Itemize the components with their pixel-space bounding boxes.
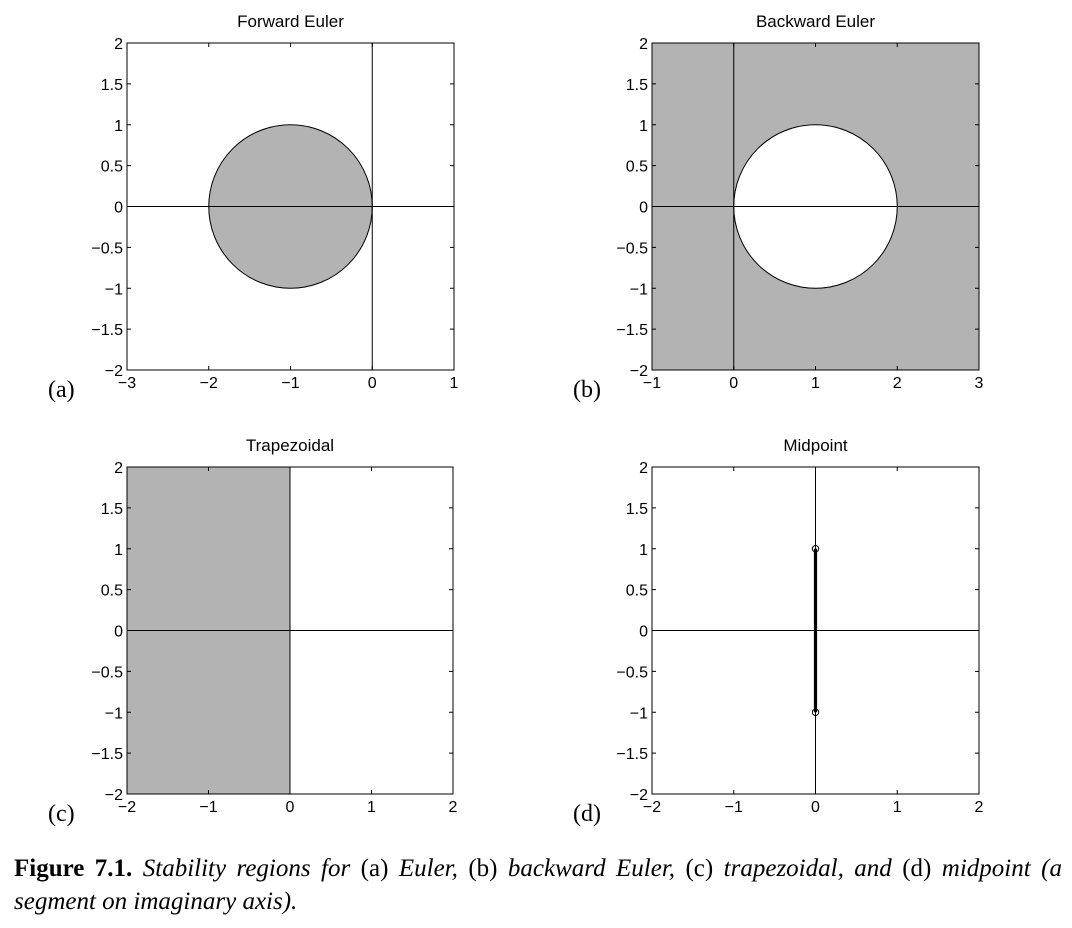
x-tick-label: 3	[975, 375, 984, 392]
stability-region-d	[652, 467, 979, 794]
figure-caption: Figure 7.1. Stability regions for (a) Eu…	[14, 852, 1062, 918]
y-tick-label: 0.5	[101, 159, 123, 176]
y-tick-label: −0.5	[91, 664, 123, 681]
y-tick-label: −1	[630, 281, 648, 298]
caption-text-1: Stability regions for	[132, 855, 361, 882]
y-tick-label: 1.5	[101, 501, 123, 518]
stability-region-a	[127, 43, 454, 370]
chart-title: Forward Euler	[237, 12, 344, 31]
x-tick-label: 0	[729, 375, 738, 392]
y-tick-label: −1	[105, 281, 123, 298]
x-tick-label: 1	[893, 799, 902, 816]
x-tick-label: −1	[643, 375, 661, 392]
y-tick-label: 1	[639, 118, 648, 135]
x-tick-label: 1	[367, 799, 376, 816]
x-tick-label: 1	[450, 375, 459, 392]
y-tick-label: −0.5	[91, 240, 123, 257]
x-tick-label: −2	[643, 799, 661, 816]
y-tick-label: −1.5	[91, 746, 123, 763]
y-tick-label: −2	[630, 787, 648, 804]
caption-ref-a: (a)	[360, 855, 389, 882]
y-tick-label: 1	[639, 542, 648, 559]
chart-title: Midpoint	[783, 436, 848, 455]
y-tick-label: 2	[639, 36, 648, 53]
x-tick-label: 2	[975, 799, 984, 816]
y-tick-label: −0.5	[616, 664, 648, 681]
x-tick-label: −1	[725, 799, 743, 816]
panel-letter: (a)	[48, 377, 75, 403]
chart-title: Backward Euler	[756, 12, 875, 31]
y-tick-label: −2	[105, 363, 123, 380]
y-tick-label: −1.5	[616, 322, 648, 339]
segment-endpoint-marker	[811, 708, 820, 716]
y-tick-label: −1.5	[616, 746, 648, 763]
panel-letter: (c)	[48, 801, 75, 827]
y-tick-label: −1.5	[91, 322, 123, 339]
chart-panel-d: −2 −1 0 1 2 −2 −1.5 −1 −0.5 0 0.5 1 1.5 2 Midpoint (d)	[573, 436, 984, 827]
x-tick-label: −2	[200, 375, 218, 392]
y-tick-label: 1	[114, 118, 123, 135]
y-tick-label: −2	[105, 787, 123, 804]
chart-panel-b: −1 0 1 2 3 −2 −1.5 −1 −0.5 0 0.5 1 1.5 2 Backward Eule…	[573, 12, 984, 403]
chart-title: Trapezoidal	[246, 436, 334, 455]
y-tick-label: 0.5	[101, 583, 123, 600]
y-tick-label: 2	[639, 460, 648, 477]
caption-text-4: trapezoidal, and	[713, 855, 903, 882]
chart-panel-c: −2 −1 0 1 2 −2 −1.5 −1 −0.5 0 0.5 1 1.5 2 Trapezoidal (…	[48, 436, 458, 827]
x-tick-label: 0	[286, 799, 295, 816]
y-tick-label: 0	[114, 200, 123, 217]
segment-endpoint-marker	[811, 545, 820, 553]
y-tick-label: 0	[114, 624, 123, 641]
caption-ref-c: (c)	[685, 855, 714, 882]
caption-ref-d: (d)	[902, 855, 932, 882]
y-tick-label: 1.5	[101, 77, 123, 94]
y-tick-label: 0	[639, 200, 648, 217]
y-tick-label: 0.5	[626, 583, 648, 600]
x-tick-label: 2	[893, 375, 902, 392]
caption-text-5: midpoint (a segment on imaginary axis).	[14, 855, 1062, 915]
y-tick-label: 2	[114, 460, 123, 477]
y-tick-label: 0.5	[626, 159, 648, 176]
x-tick-label: 0	[368, 375, 377, 392]
stability-region-c	[127, 467, 453, 794]
caption-ref-b: (b)	[468, 855, 498, 882]
panel-letter: (b)	[573, 377, 601, 403]
x-tick-label: −1	[199, 799, 217, 816]
x-tick-label: −3	[118, 375, 136, 392]
y-tick-label: 1.5	[626, 77, 648, 94]
caption-text-3: backward Euler,	[497, 855, 686, 882]
y-tick-label: 1	[114, 542, 123, 559]
y-tick-label: −1	[630, 705, 648, 722]
panel-letter: (d)	[573, 801, 601, 827]
stability-region-b	[652, 43, 979, 370]
x-tick-label: −2	[118, 799, 136, 816]
caption-text-2: Euler,	[388, 855, 469, 882]
caption-label: Figure 7.1.	[14, 855, 133, 882]
y-tick-label: 2	[114, 36, 123, 53]
x-tick-label: −1	[281, 375, 299, 392]
y-tick-label: −0.5	[616, 240, 648, 257]
x-tick-label: 0	[811, 799, 820, 816]
x-tick-label: 1	[811, 375, 820, 392]
y-tick-label: 0	[639, 624, 648, 641]
y-tick-label: −2	[630, 363, 648, 380]
x-tick-label: 2	[449, 799, 458, 816]
y-tick-label: 1.5	[626, 501, 648, 518]
y-tick-label: −1	[105, 705, 123, 722]
